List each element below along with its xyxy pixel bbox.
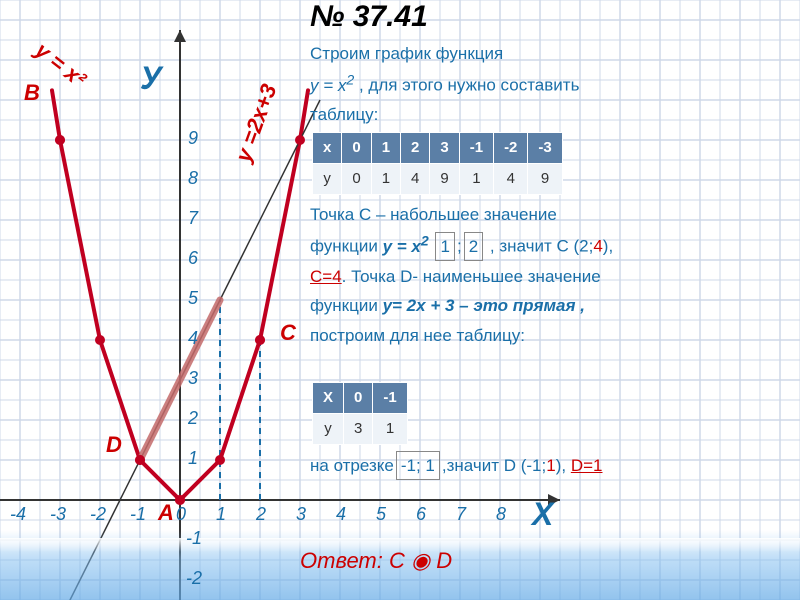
t-p1: Строим график функция	[310, 44, 503, 63]
t-p9f: D=1	[571, 456, 603, 475]
x-tick: 8	[496, 504, 506, 525]
answer-text: Ответ: С ◉ D	[300, 548, 452, 574]
x-tick: 7	[456, 504, 466, 525]
y-tick: 7	[188, 208, 198, 229]
x-tick: 3	[296, 504, 306, 525]
point-B-label: В	[24, 80, 40, 106]
point-A-label: А	[158, 500, 174, 526]
t-p5b: у = х	[383, 237, 421, 256]
x-tick: -4	[10, 504, 26, 525]
y-tick: -2	[186, 568, 202, 589]
x-tick: 2	[256, 504, 266, 525]
t-p7a: функции	[310, 296, 383, 315]
x-tick: 4	[336, 504, 346, 525]
explanation-panel: Строим график функция у = х2 , для этого…	[310, 40, 790, 482]
x-tick: 6	[416, 504, 426, 525]
t-p9e: ),	[556, 456, 571, 475]
x-tick: 0	[176, 504, 186, 525]
t-p5f: ),	[603, 237, 613, 256]
t-p8: построим для нее таблицу:	[310, 326, 525, 345]
table-1: x0123-1-2-3y0149149	[312, 132, 563, 195]
t-p9c: ,значит D (-1;	[442, 456, 546, 475]
y-tick: -1	[186, 528, 202, 549]
t-p6b: . Точка D- наименьшее значение	[342, 267, 601, 286]
point-C-label: С	[280, 320, 296, 346]
t-p2a: у = х	[310, 76, 346, 95]
y-tick: 6	[188, 248, 198, 269]
point-D-label: D	[106, 432, 122, 458]
t-p5d: , значит С (2;	[490, 237, 593, 256]
t-p9a: на отрезке	[310, 456, 394, 475]
x-tick: 5	[376, 504, 386, 525]
x-tick: 1	[216, 504, 226, 525]
t-p7b: у= 2х + 3 – это прямая ,	[383, 296, 585, 315]
x-tick: -1	[130, 504, 146, 525]
y-tick: 4	[188, 328, 198, 349]
x-tick: -2	[90, 504, 106, 525]
x-axis-label: Х	[532, 496, 553, 533]
t-p5e: 4	[593, 237, 602, 256]
t-p6a: С=4	[310, 267, 342, 286]
t-p2b: , для этого нужно составить	[354, 76, 579, 95]
y-tick: 9	[188, 128, 198, 149]
table-2: X0-1y31	[312, 382, 408, 445]
y-tick: 8	[188, 168, 198, 189]
t-p9d: 1	[546, 456, 555, 475]
t-p4: Точка С – набольшее значение	[310, 205, 557, 224]
x-tick: -3	[50, 504, 66, 525]
y-tick: 1	[188, 448, 198, 469]
t-p3: таблицу:	[310, 101, 378, 128]
t-p5a: функции	[310, 237, 383, 256]
y-axis-label: У	[140, 60, 162, 97]
y-tick: 2	[188, 408, 198, 429]
y-tick: 5	[188, 288, 198, 309]
y-tick: 3	[188, 368, 198, 389]
problem-number: № 37.41	[310, 0, 428, 34]
answer-b: D	[430, 548, 452, 573]
answer-a: Ответ: С	[300, 548, 411, 573]
